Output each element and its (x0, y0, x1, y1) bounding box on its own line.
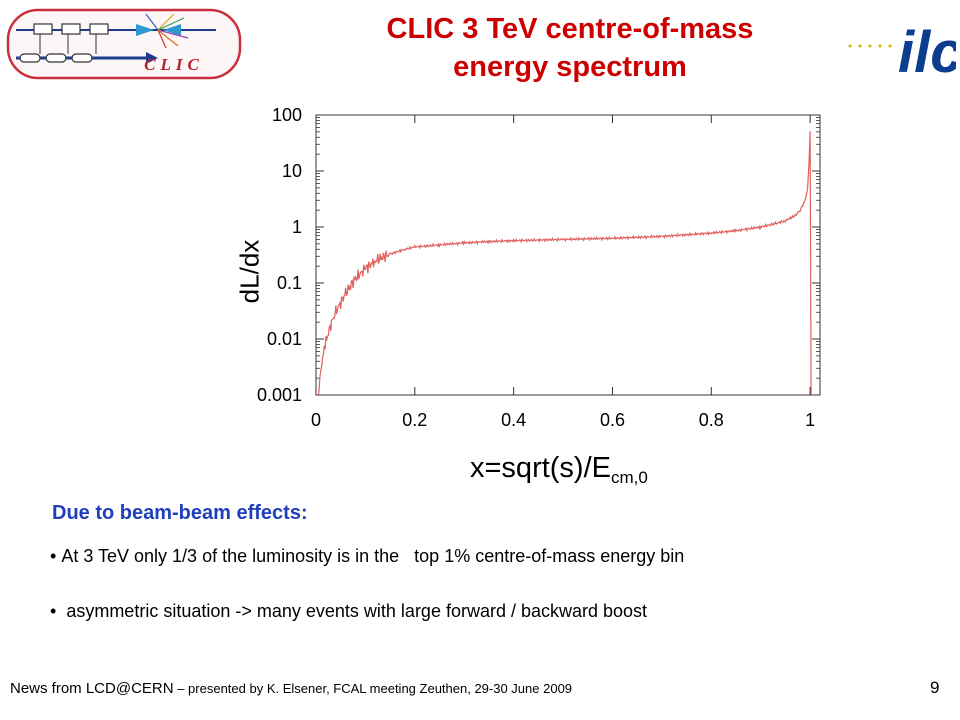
x-tick-label: 0.8 (699, 410, 724, 430)
x-axis-label-subscript: cm,0 (611, 468, 648, 487)
y-axis-label: dL/dx (234, 239, 265, 304)
bullet-text-2: asymmetric situation -> many events with… (66, 601, 648, 621)
x-axis-label-main: x=sqrt(s)/E (470, 452, 611, 484)
bullet-item-1: • At 3 TeV only 1/3 of the luminosity is… (50, 546, 685, 566)
footer-detail: – presented by K. Elsener, FCAL meeting … (173, 681, 573, 696)
x-tick-label: 1 (805, 410, 815, 430)
x-axis-label: x=sqrt(s)/Ecm,0 (470, 452, 648, 488)
y-tick-label: 0.01 (267, 329, 302, 349)
clic-logo: CLIC (6, 8, 242, 80)
ilc-logo: ilc (848, 20, 956, 82)
y-tick-label: 0.001 (257, 385, 302, 405)
y-tick-label: 0.1 (277, 273, 302, 293)
x-tick-label: 0.6 (600, 410, 625, 430)
footer: News from LCD@CERN – presented by K. Els… (10, 680, 572, 697)
x-tick-label: 0 (311, 410, 321, 430)
y-tick-label: 1 (292, 217, 302, 237)
footer-main: News from LCD@CERN (10, 680, 174, 697)
title-line-2: energy spectrum (453, 51, 687, 83)
x-tick-label: 0.2 (402, 410, 427, 430)
title-line-1: CLIC 3 TeV centre-of-mass (386, 13, 754, 45)
x-tick-label: 0.4 (501, 410, 526, 430)
y-tick-label: 10 (282, 161, 302, 181)
page-number: 9 (930, 678, 940, 697)
plot-frame (315, 114, 821, 396)
bullet-item-2: • asymmetric situation -> many events wi… (50, 601, 648, 621)
series-line (317, 131, 812, 396)
section-heading: Due to beam-beam effects: (52, 502, 308, 524)
ilc-logo-text: ilc (898, 20, 956, 82)
clic-logo-text: CLIC (144, 55, 204, 74)
slide-title: CLIC 3 TeV centre-of-mass energy spectru… (300, 10, 840, 86)
y-tick-label: 100 (272, 105, 302, 125)
bullet-text-1: At 3 TeV only 1/3 of the luminosity is i… (61, 546, 685, 566)
